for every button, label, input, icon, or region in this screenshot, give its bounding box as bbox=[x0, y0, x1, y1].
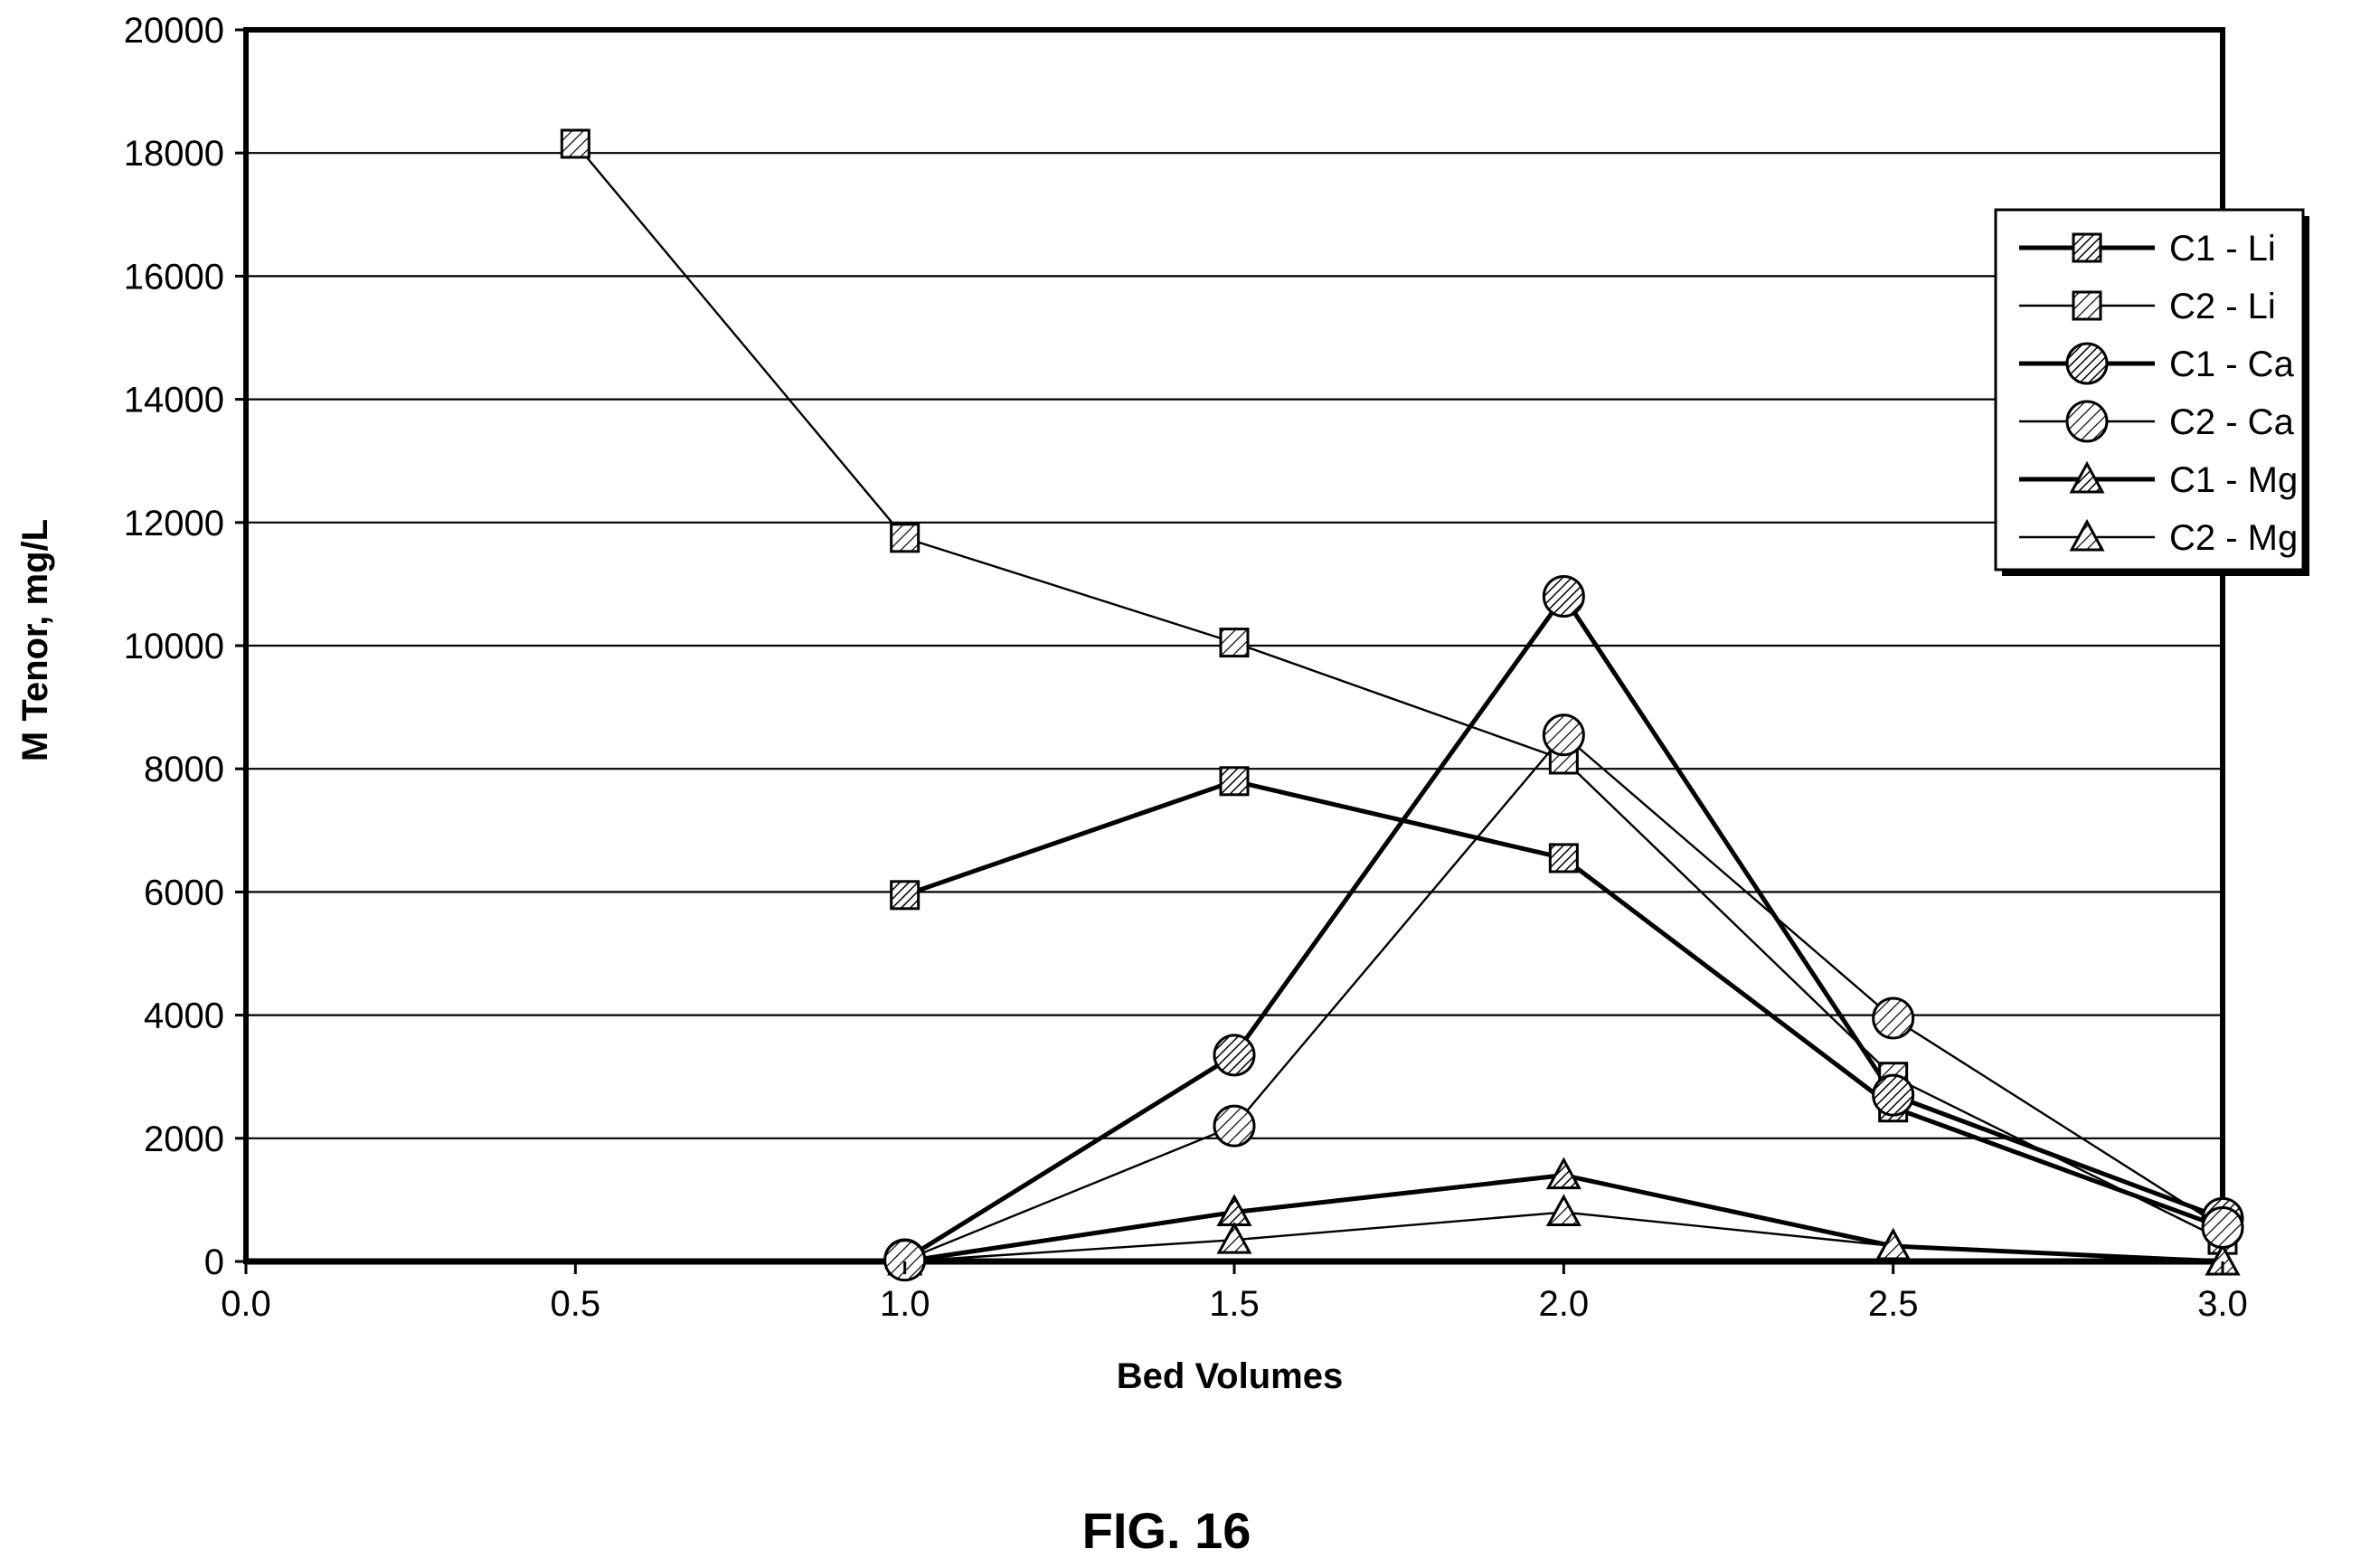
data-point-c2-ca bbox=[1872, 997, 1915, 1040]
data-point-c2-ca bbox=[1542, 713, 1585, 757]
x-tick-label: 0.5 bbox=[551, 1284, 601, 1324]
legend-item-c1-ca: C1 - Ca bbox=[2019, 342, 2295, 385]
series-lines bbox=[574, 143, 2224, 1264]
y-tick-label: 6000 bbox=[144, 873, 224, 912]
y-tick-label: 2000 bbox=[144, 1119, 224, 1159]
x-tick-label: 2.5 bbox=[1868, 1284, 1919, 1324]
y-tick-label: 12000 bbox=[124, 504, 224, 543]
data-point-c2-ca bbox=[883, 1239, 927, 1282]
y-tick-label: 14000 bbox=[124, 381, 224, 420]
data-point-c2-mg bbox=[1875, 1227, 1912, 1261]
x-tick-label: 1.5 bbox=[1209, 1284, 1260, 1324]
y-tick-label: 10000 bbox=[124, 627, 224, 666]
legend-marker bbox=[2069, 460, 2105, 494]
data-point-c1-li bbox=[890, 880, 921, 911]
x-tick-label: 1.0 bbox=[880, 1284, 930, 1324]
legend: C1 - Li C2 - Li C1 - Ca C2 - Ca C1 - Mg C2 - … bbox=[1994, 208, 2309, 576]
legend-label: C1 - Mg bbox=[2169, 460, 2298, 500]
data-point-c2-li bbox=[1219, 628, 1250, 658]
legend-marker bbox=[2065, 342, 2109, 385]
series-line-c2-li bbox=[574, 143, 2224, 1242]
legend-item-c1-li: C1 - Li bbox=[2019, 229, 2276, 269]
data-point-c2-ca bbox=[2201, 1206, 2244, 1250]
y-tick-label: 18000 bbox=[124, 134, 224, 174]
x-tick-label: 2.0 bbox=[1539, 1284, 1590, 1324]
legend-label: C2 - Li bbox=[2169, 287, 2276, 326]
y-tick-label: 4000 bbox=[144, 997, 224, 1036]
legend-label: C1 - Ca bbox=[2169, 345, 2295, 384]
data-point-c2-mg bbox=[1216, 1222, 1252, 1254]
y-tick-label: 8000 bbox=[144, 750, 224, 789]
legend-label: C2 - Mg bbox=[2169, 518, 2298, 558]
y-axis-title: M Tenor, mg/L bbox=[15, 519, 55, 761]
legend-marker bbox=[2072, 290, 2102, 321]
legend-marker bbox=[2069, 518, 2105, 552]
figure-label: FIG. 16 bbox=[1082, 1502, 1251, 1559]
data-point-c2-ca bbox=[1213, 1104, 1256, 1148]
x-tick-label: 0.0 bbox=[221, 1284, 271, 1324]
axis-ticks: 0 2000 4000 6000 8000 10000 12000 14000 16000 180… bbox=[124, 11, 2248, 1324]
series-markers bbox=[560, 128, 2244, 1282]
x-tick-label: 3.0 bbox=[2197, 1284, 2248, 1324]
data-point-c1-li bbox=[1219, 766, 1250, 797]
x-axis-title: Bed Volumes bbox=[1117, 1356, 1343, 1396]
data-point-c1-li bbox=[1548, 843, 1579, 874]
legend-item-c2-ca: C2 - Ca bbox=[2019, 400, 2295, 443]
legend-label: C1 - Li bbox=[2169, 229, 2276, 269]
legend-label: C2 - Ca bbox=[2169, 402, 2295, 442]
legend-box bbox=[1994, 208, 2305, 571]
data-point-c1-ca bbox=[1213, 1034, 1256, 1077]
y-tick-label: 0 bbox=[204, 1242, 224, 1282]
data-point-c1-mg bbox=[1545, 1157, 1582, 1190]
y-tick-label: 16000 bbox=[124, 257, 224, 297]
legend-marker bbox=[2065, 400, 2109, 443]
data-point-c1-ca bbox=[1542, 575, 1585, 619]
data-point-c2-li bbox=[890, 523, 921, 553]
legend-item-c2-mg: C2 - Mg bbox=[2019, 518, 2298, 558]
data-point-c2-li bbox=[560, 128, 590, 159]
legend-item-c2-li: C2 - Li bbox=[2019, 287, 2276, 326]
legend-marker bbox=[2072, 232, 2102, 263]
data-point-c1-ca bbox=[1872, 1073, 1915, 1117]
y-tick-label: 20000 bbox=[124, 11, 224, 51]
data-point-c2-mg bbox=[1545, 1194, 1582, 1227]
legend-item-c1-mg: C1 - Mg bbox=[2019, 460, 2298, 500]
